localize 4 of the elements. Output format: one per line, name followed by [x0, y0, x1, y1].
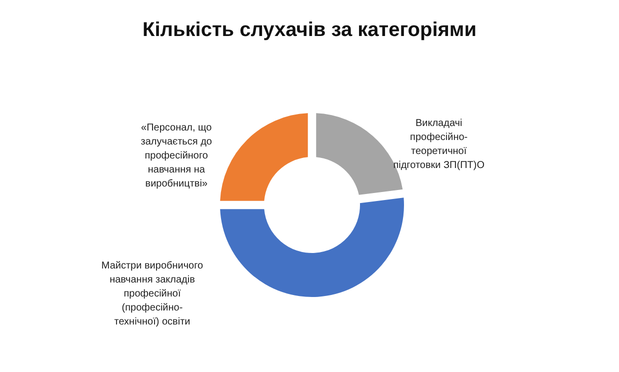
slice-label: Майстри виробничого навчання закладів професійної (професійно-технічної) освіти [101, 260, 204, 328]
chart-title: Кількість слухачів за категоріями [142, 19, 477, 41]
slice-label: Викладачі професійно-теоретичної підготовки ЗП(ПТ)О [393, 118, 485, 171]
slice-label: «Персонал, що залучається до професійного навчання на виробництві» [140, 122, 212, 190]
